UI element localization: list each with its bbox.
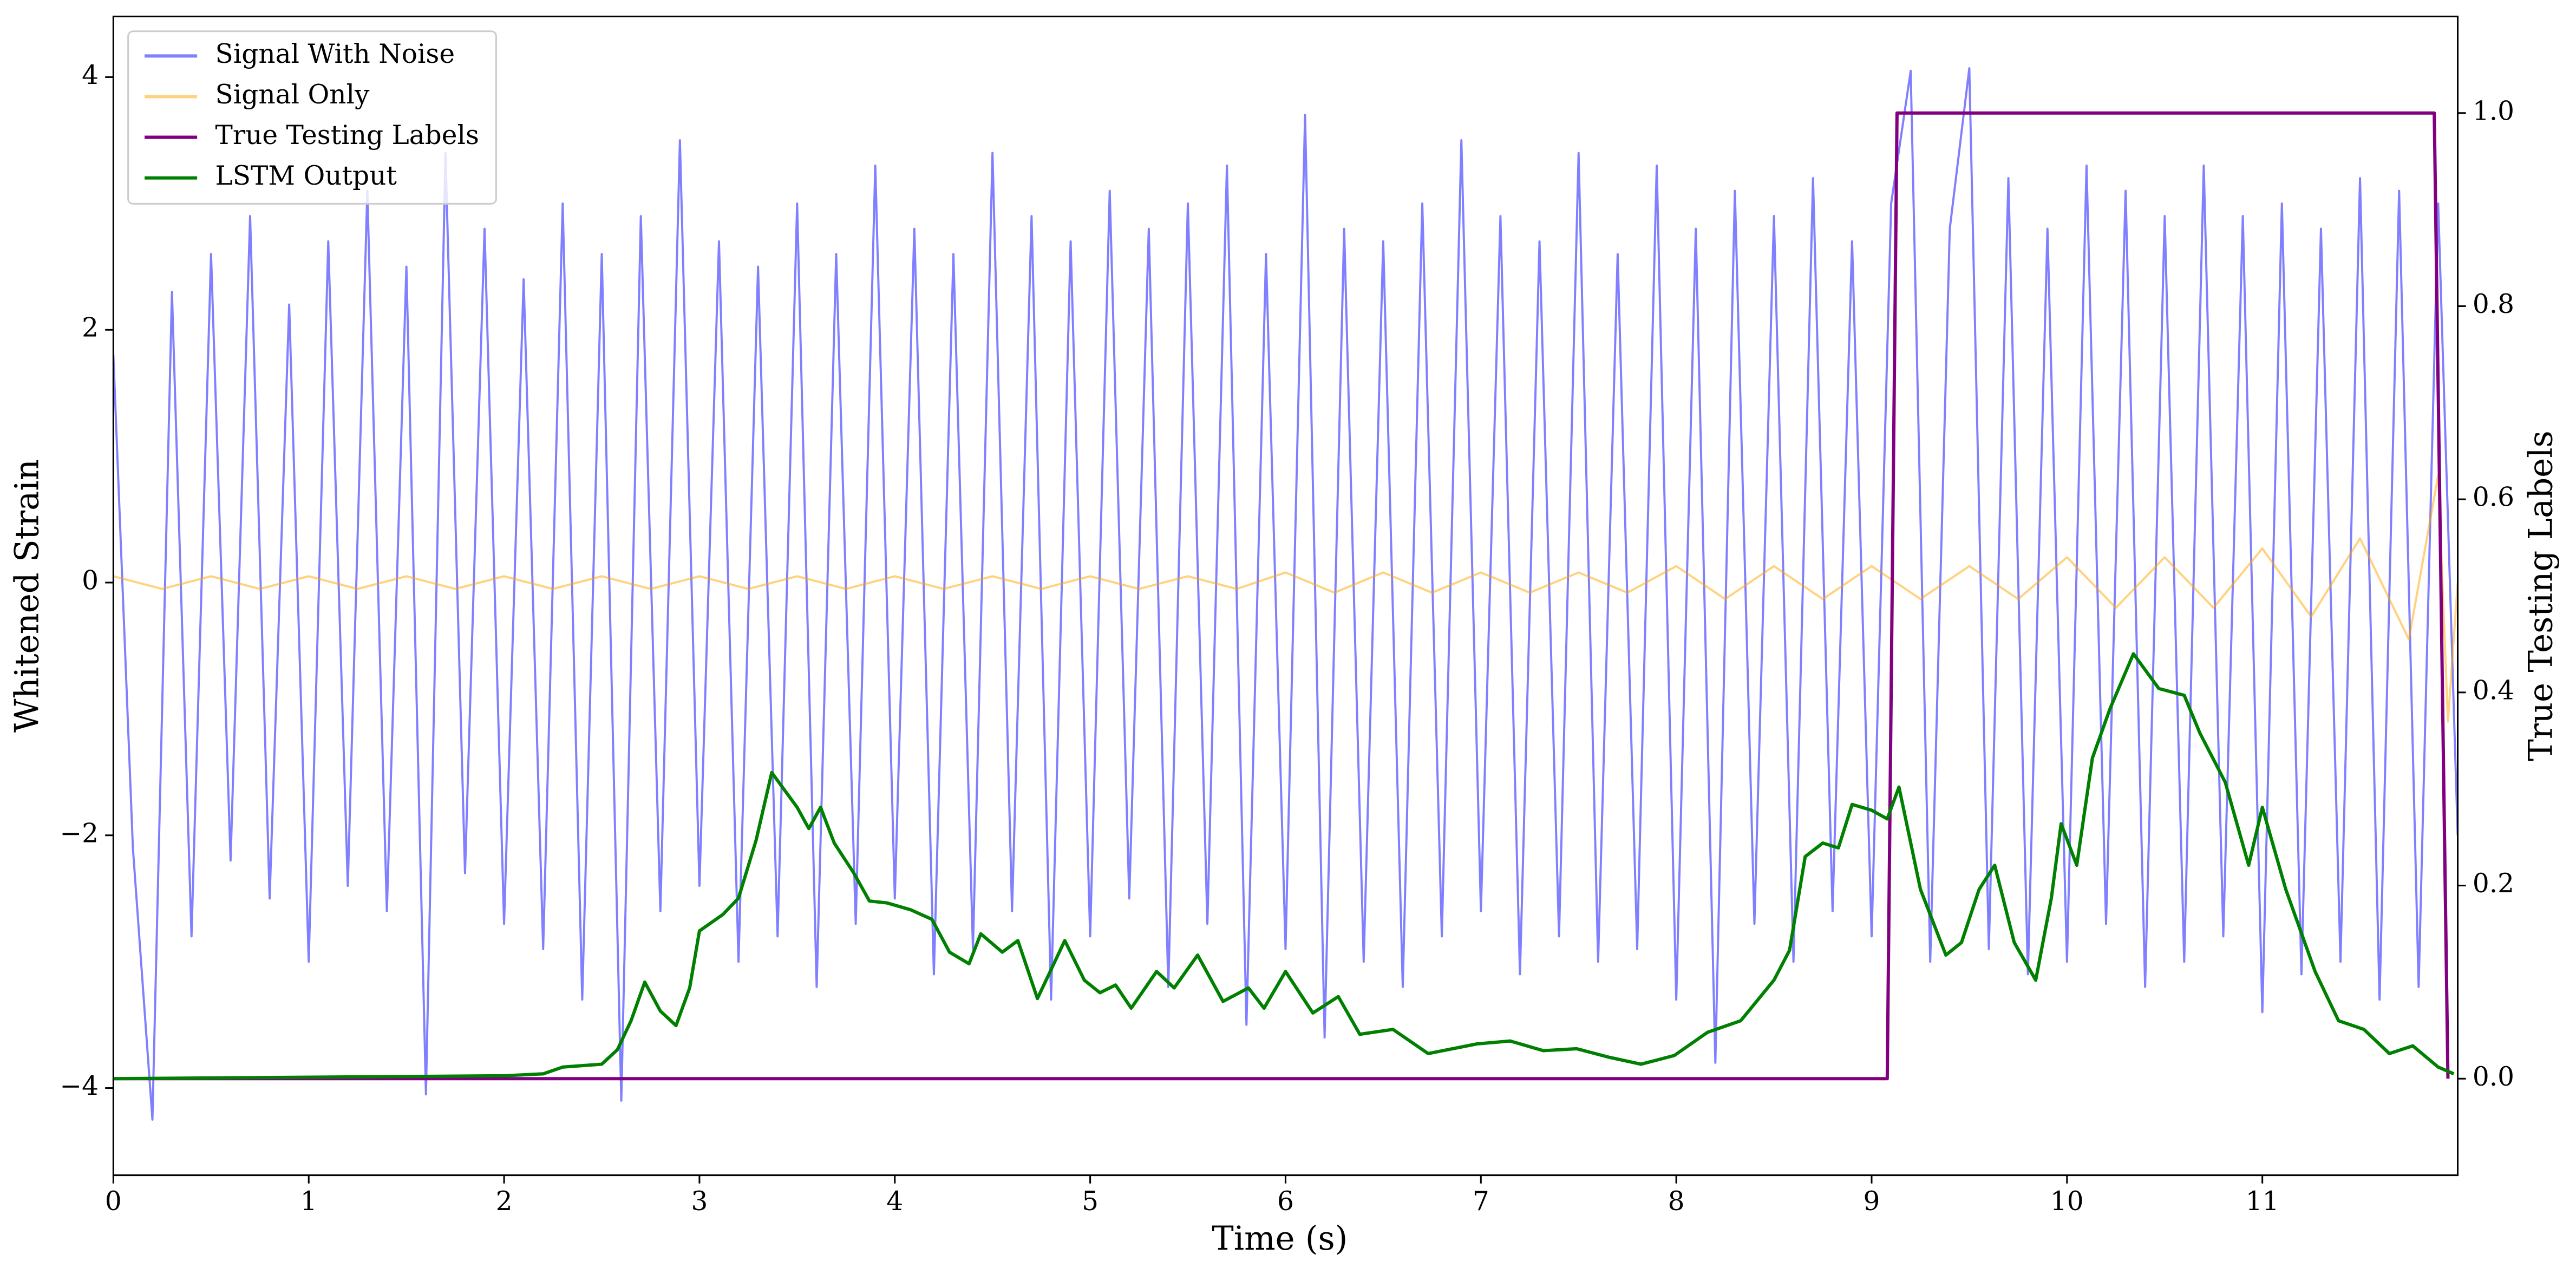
y2-axis-label: True Testing Labels bbox=[2522, 430, 2560, 761]
y-tick-label: −2 bbox=[60, 818, 99, 848]
legend-label: Signal Only bbox=[215, 80, 370, 110]
y-tick-label: 2 bbox=[82, 313, 99, 343]
x-tick-label: 10 bbox=[2050, 1186, 2084, 1217]
x-tick-label: 8 bbox=[1668, 1186, 1685, 1217]
x-tick-label: 1 bbox=[300, 1186, 317, 1217]
y2-tick-label: 0.6 bbox=[2473, 482, 2514, 513]
x-tick-label: 6 bbox=[1277, 1186, 1294, 1217]
x-tick-label: 11 bbox=[2246, 1186, 2279, 1217]
legend-label: True Testing Labels bbox=[215, 120, 479, 151]
legend: Signal With Noise Signal Only True Testing… bbox=[127, 30, 497, 205]
x-tick-label: 3 bbox=[691, 1186, 708, 1217]
x-tick-label: 5 bbox=[1082, 1186, 1099, 1217]
y-tick-label: 0 bbox=[82, 565, 99, 596]
y-axis-label: Whitened Strain bbox=[9, 459, 47, 733]
legend-box bbox=[127, 30, 497, 205]
x-tick-label: 7 bbox=[1473, 1186, 1489, 1217]
series-line bbox=[113, 67, 2458, 1121]
y2-tick-label: 0.4 bbox=[2473, 675, 2514, 705]
x-axis-label: Time (s) bbox=[1212, 1220, 1348, 1258]
y-tick-label: −4 bbox=[60, 1071, 99, 1101]
y-tick-label: 4 bbox=[82, 60, 99, 90]
x-tick-label: 2 bbox=[496, 1186, 513, 1217]
legend-label: LSTM Output bbox=[215, 161, 397, 191]
series-line bbox=[113, 474, 2458, 723]
x-tick-label: 4 bbox=[886, 1186, 903, 1217]
x-tick-label: 0 bbox=[105, 1186, 122, 1217]
y2-tick-label: 0.2 bbox=[2473, 868, 2514, 899]
x-tick-label: 9 bbox=[1864, 1186, 1880, 1217]
y2-tick-label: 1.0 bbox=[2473, 96, 2514, 126]
y2-tick-label: 0.0 bbox=[2473, 1062, 2514, 1092]
legend-label: Signal With Noise bbox=[215, 39, 455, 69]
series-line bbox=[113, 652, 2455, 1081]
y2-tick-label: 0.8 bbox=[2473, 289, 2514, 319]
series-line bbox=[113, 111, 2450, 1081]
